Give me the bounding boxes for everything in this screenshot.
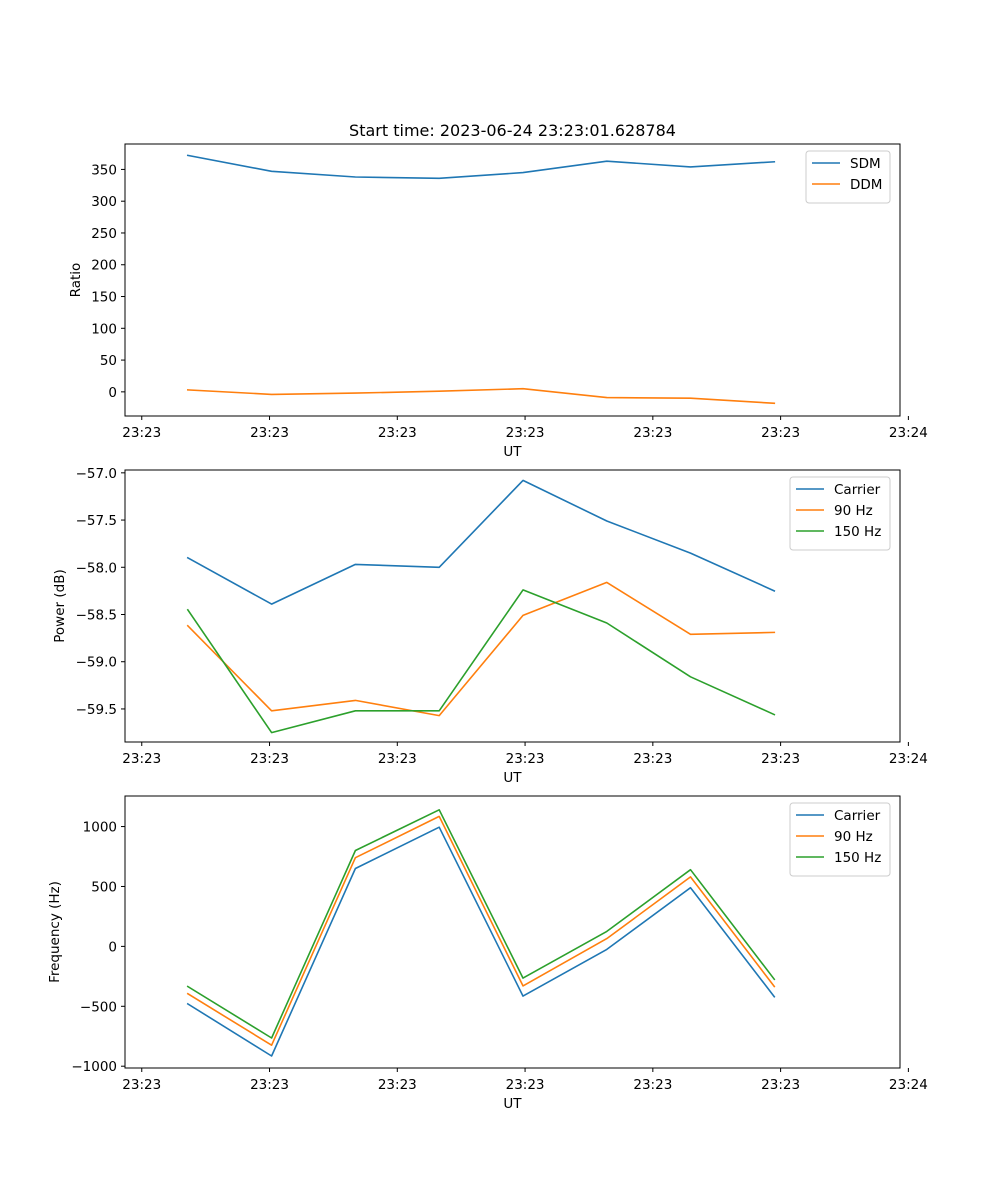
y-tick-label: 0	[108, 385, 117, 401]
legend-label: Carrier	[834, 482, 881, 498]
x-tick-label: 23:23	[761, 425, 800, 441]
x-tick-label: 23:23	[506, 1077, 545, 1093]
x-axis-label: UT	[503, 1096, 522, 1112]
panel-2: −59.5 −59.0 −58.5 −58.0 −57.5 −57.0 23:23 23:23…	[52, 466, 928, 786]
y-tick-label: 100	[91, 321, 117, 337]
x-axis-label: UT	[503, 444, 522, 460]
y-tick-label: −58.0	[76, 560, 117, 576]
x-tick-label: 23:23	[633, 751, 672, 767]
x-tick-label: 23:24	[889, 425, 928, 441]
x-tick-label: 23:24	[889, 751, 928, 767]
panel-1: 0 50 100 150 200 250 300 350 23:23 23:23 23:23 23:2…	[68, 143, 928, 460]
axes-frame	[124, 795, 901, 1069]
legend-box	[805, 150, 891, 204]
x-tick-label: 23:23	[378, 1077, 417, 1093]
x-tick-label: 23:23	[250, 1077, 289, 1093]
y-tick-label: 300	[91, 194, 117, 210]
legend-label: Carrier	[834, 808, 881, 824]
legend-label: 150 Hz	[834, 850, 881, 866]
x-tick-label: 23:23	[378, 751, 417, 767]
series-line-150-hz	[186, 589, 776, 734]
legend: Carrier 90 Hz 150 Hz	[789, 802, 891, 877]
x-tick-label: 23:23	[761, 751, 800, 767]
figure-title: Start time: 2023-06-24 23:23:01.628784	[349, 121, 676, 140]
y-axis-label: Power (dB)	[52, 569, 68, 642]
x-tick-label: 23:24	[889, 1077, 928, 1093]
x-tick-label: 23:23	[378, 425, 417, 441]
series-line-carrier	[186, 479, 776, 605]
y-tick-label: 0	[108, 939, 117, 955]
x-tick-label: 23:23	[250, 425, 289, 441]
legend: SDM DDM	[805, 150, 891, 204]
y-tick-label: 500	[91, 879, 117, 895]
series-line-90-hz	[186, 581, 776, 717]
y-tick-label: −1000	[71, 1059, 117, 1075]
x-tick-label: 23:23	[122, 751, 161, 767]
y-tick-label: 50	[100, 353, 117, 369]
y-tick-label: −58.5	[76, 608, 117, 624]
axes-frame	[124, 143, 901, 417]
y-tick-label: −57.0	[76, 466, 117, 482]
legend: Carrier 90 Hz 150 Hz	[789, 476, 891, 551]
series-line-sdm	[186, 154, 776, 180]
y-tick-label: −57.5	[76, 513, 117, 529]
x-tick-label: 23:23	[506, 751, 545, 767]
x-tick-label: 23:23	[122, 1077, 161, 1093]
legend-label: 150 Hz	[834, 524, 881, 540]
y-tick-label: 1000	[83, 820, 117, 836]
legend-label: SDM	[850, 156, 881, 172]
panel-3: −1000 −500 0 500 1000 23:23 23:23 23:23 23:23 23:…	[47, 795, 928, 1112]
x-axis-label: UT	[503, 770, 522, 786]
y-tick-label: 200	[91, 258, 117, 274]
x-tick-label: 23:23	[250, 751, 289, 767]
y-tick-label: −59.0	[76, 655, 117, 671]
x-tick-label: 23:23	[761, 1077, 800, 1093]
y-tick-label: −59.5	[76, 702, 117, 718]
series-line-carrier	[186, 826, 776, 1057]
y-axis-label: Ratio	[68, 263, 84, 298]
y-axis-label: Frequency (Hz)	[47, 881, 63, 983]
series-line-90-hz	[186, 815, 776, 1046]
x-tick-label: 23:23	[633, 1077, 672, 1093]
x-tick-label: 23:23	[122, 425, 161, 441]
legend-label: 90 Hz	[834, 503, 873, 519]
x-tick-label: 23:23	[633, 425, 672, 441]
y-tick-label: 350	[91, 162, 117, 178]
x-tick-label: 23:23	[506, 425, 545, 441]
y-tick-label: 250	[91, 226, 117, 242]
series-line-ddm	[186, 387, 776, 405]
legend-label: 90 Hz	[834, 829, 873, 845]
series-line-150-hz	[186, 808, 776, 1039]
y-tick-label: −500	[80, 999, 117, 1015]
legend-label: DDM	[850, 177, 882, 193]
axes-frame	[124, 469, 901, 743]
y-tick-label: 150	[91, 290, 117, 306]
